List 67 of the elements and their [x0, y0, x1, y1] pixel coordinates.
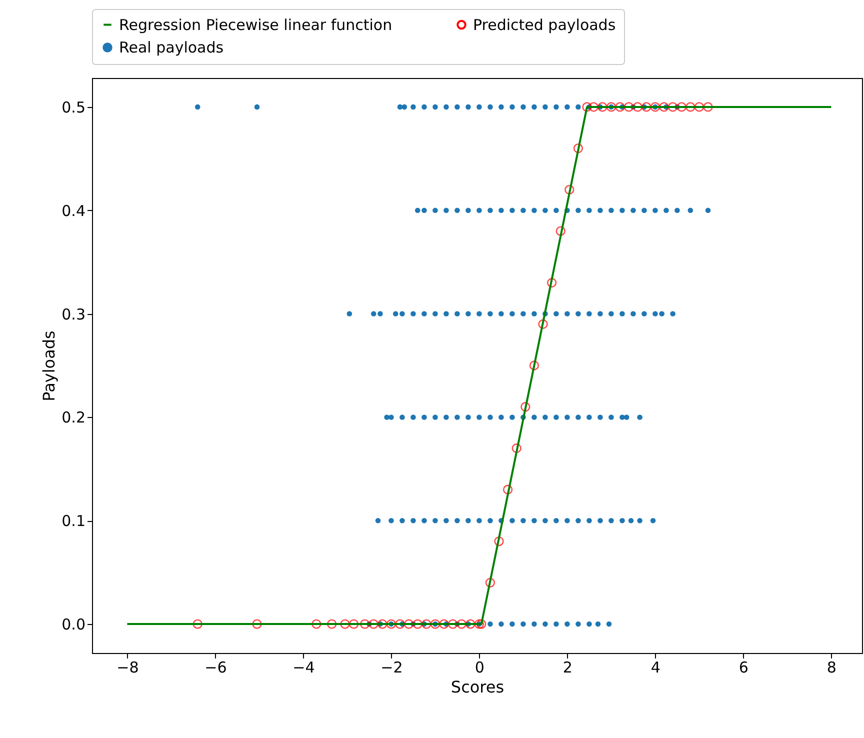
point — [529, 360, 540, 370]
point — [668, 102, 678, 112]
point — [412, 619, 422, 629]
point — [573, 144, 584, 154]
point — [192, 619, 202, 629]
point — [474, 619, 484, 629]
point — [624, 102, 634, 112]
point — [430, 619, 440, 629]
point — [404, 619, 414, 629]
point — [606, 102, 616, 112]
point — [368, 619, 378, 629]
point — [546, 278, 557, 288]
point — [252, 619, 262, 629]
legend-label: Predicted payloads — [473, 16, 616, 34]
point — [676, 102, 686, 112]
point — [650, 102, 660, 112]
point — [564, 184, 574, 195]
y-tick-label: 0.1 — [62, 512, 86, 530]
y-tick-label: 0.0 — [62, 616, 86, 634]
point — [326, 619, 337, 629]
x-tick-label: 6 — [738, 658, 748, 676]
point — [312, 619, 322, 629]
point — [485, 578, 496, 588]
point — [360, 619, 370, 629]
point — [632, 102, 642, 112]
point — [512, 443, 522, 454]
point — [520, 402, 530, 412]
legend-label: Regression Piecewise linear function — [119, 16, 392, 34]
point — [659, 102, 669, 112]
point — [494, 536, 504, 546]
x-tick-label: −6 — [204, 658, 227, 676]
point — [538, 319, 548, 329]
point — [615, 102, 625, 112]
y-tick-label: 0.5 — [62, 98, 86, 116]
point — [395, 619, 405, 629]
point — [556, 226, 566, 236]
x-tick-label: 4 — [650, 658, 660, 676]
x-tick-label: −8 — [116, 658, 139, 676]
point — [456, 619, 466, 629]
y-tick-label: 0.2 — [62, 408, 86, 427]
point — [378, 619, 388, 629]
point — [422, 619, 432, 629]
x-tick-label: 0 — [474, 658, 484, 676]
point — [686, 102, 696, 112]
point — [642, 102, 652, 112]
point — [598, 102, 608, 112]
point — [582, 102, 592, 112]
x-axis-title: Scores — [450, 678, 504, 696]
x-tick-label: 2 — [562, 658, 572, 676]
point — [703, 102, 713, 112]
y-axis-title: Payloads — [40, 330, 59, 402]
legend-label: Real payloads — [119, 38, 224, 56]
point — [386, 619, 396, 629]
x-tick-label: −2 — [380, 658, 403, 676]
point — [694, 102, 704, 112]
point — [448, 619, 458, 629]
y-tick-label: 0.3 — [62, 305, 86, 324]
y-tick-label: 0.4 — [62, 202, 86, 220]
x-tick-label: 8 — [826, 658, 836, 676]
x-tick-label: −4 — [292, 658, 315, 676]
point — [502, 484, 513, 494]
point — [476, 619, 486, 629]
point — [348, 619, 359, 629]
point — [588, 102, 598, 112]
point — [439, 619, 449, 629]
point — [340, 619, 350, 629]
point — [466, 619, 476, 629]
